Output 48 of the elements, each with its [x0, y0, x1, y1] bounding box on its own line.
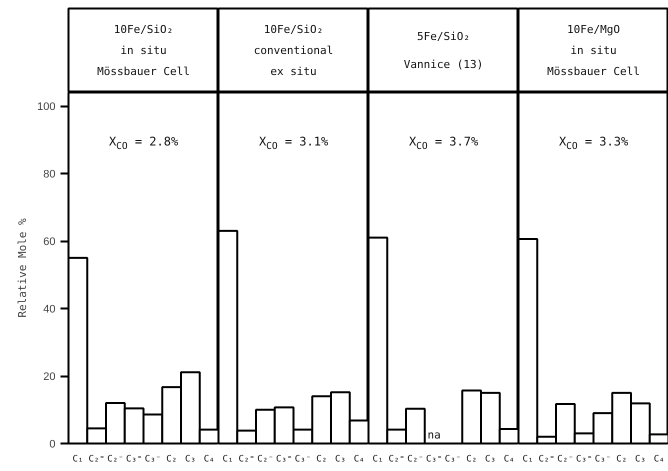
x-tick-label: C₄	[504, 454, 515, 464]
x-tick-label: C₃	[484, 454, 496, 464]
x-tick-label: C₁	[372, 454, 384, 464]
x-tick-label: C₂⁼	[388, 454, 405, 464]
x-tick-label: C₃⁼	[276, 454, 292, 464]
x-tick-label: C₂	[166, 454, 178, 464]
chart-subtitle: conventional ex situ	[254, 44, 334, 78]
chart-title: 10Fe/MgO	[567, 23, 620, 36]
y-tick-label: 0	[49, 438, 56, 450]
x-tick-label: C₁	[222, 454, 234, 464]
y-tick-label: 80	[43, 168, 56, 180]
x-tick-label: C₃⁼	[576, 454, 592, 464]
chart-subtitle: Vannice (13)	[404, 58, 484, 71]
x-tick-label: C₄	[354, 454, 365, 464]
x-tick-label: C₃⁻	[144, 454, 162, 464]
x-tick-label: C₂⁻	[107, 454, 124, 464]
y-axis-title: Relative Mole %	[16, 218, 30, 318]
y-tick-label: 100	[37, 101, 56, 113]
chart-title: 10Fe/SiO₂	[264, 23, 324, 36]
x-tick-label: C₂⁼	[238, 454, 255, 464]
x-tick-label: C₃	[334, 454, 346, 464]
x-tick-label: C₃⁼	[426, 454, 442, 464]
x-tick-label: C₂⁼	[538, 454, 555, 464]
x-tick-label: C₂⁻	[557, 454, 574, 464]
chart-title: 5Fe/SiO₂	[417, 30, 470, 43]
x-tick-label: C₃⁻	[294, 454, 312, 464]
annotation: na	[428, 428, 441, 442]
x-tick-label: C₄	[204, 454, 215, 464]
x-tick-label: C₂	[616, 454, 628, 464]
x-tick-label: C₂	[316, 454, 328, 464]
x-tick-label: C₃	[634, 454, 646, 464]
x-tick-label: C₃⁼	[126, 454, 142, 464]
x-tick-label: C₃	[184, 454, 196, 464]
x-tick-label: C₂⁼	[88, 454, 105, 464]
chart-subtitle: in situ Mössbauer Cell	[547, 44, 640, 78]
x-tick-label: C₂⁻	[407, 454, 424, 464]
chart-title: 10Fe/SiO₂	[114, 23, 174, 36]
x-tick-label: C₄	[654, 454, 665, 464]
x-tick-label: C₁	[522, 454, 534, 464]
x-tick-label: C₁	[72, 454, 84, 464]
x-tick-label: C₃⁻	[444, 454, 462, 464]
y-tick-label: 60	[43, 236, 56, 248]
x-tick-label: C₂	[466, 454, 478, 464]
chart-subtitle: in situ Mössbauer Cell	[97, 44, 190, 78]
y-tick-label: 40	[43, 304, 56, 316]
y-tick-label: 20	[43, 371, 56, 383]
x-tick-label: C₃⁻	[594, 454, 612, 464]
x-tick-label: C₂⁻	[257, 454, 274, 464]
